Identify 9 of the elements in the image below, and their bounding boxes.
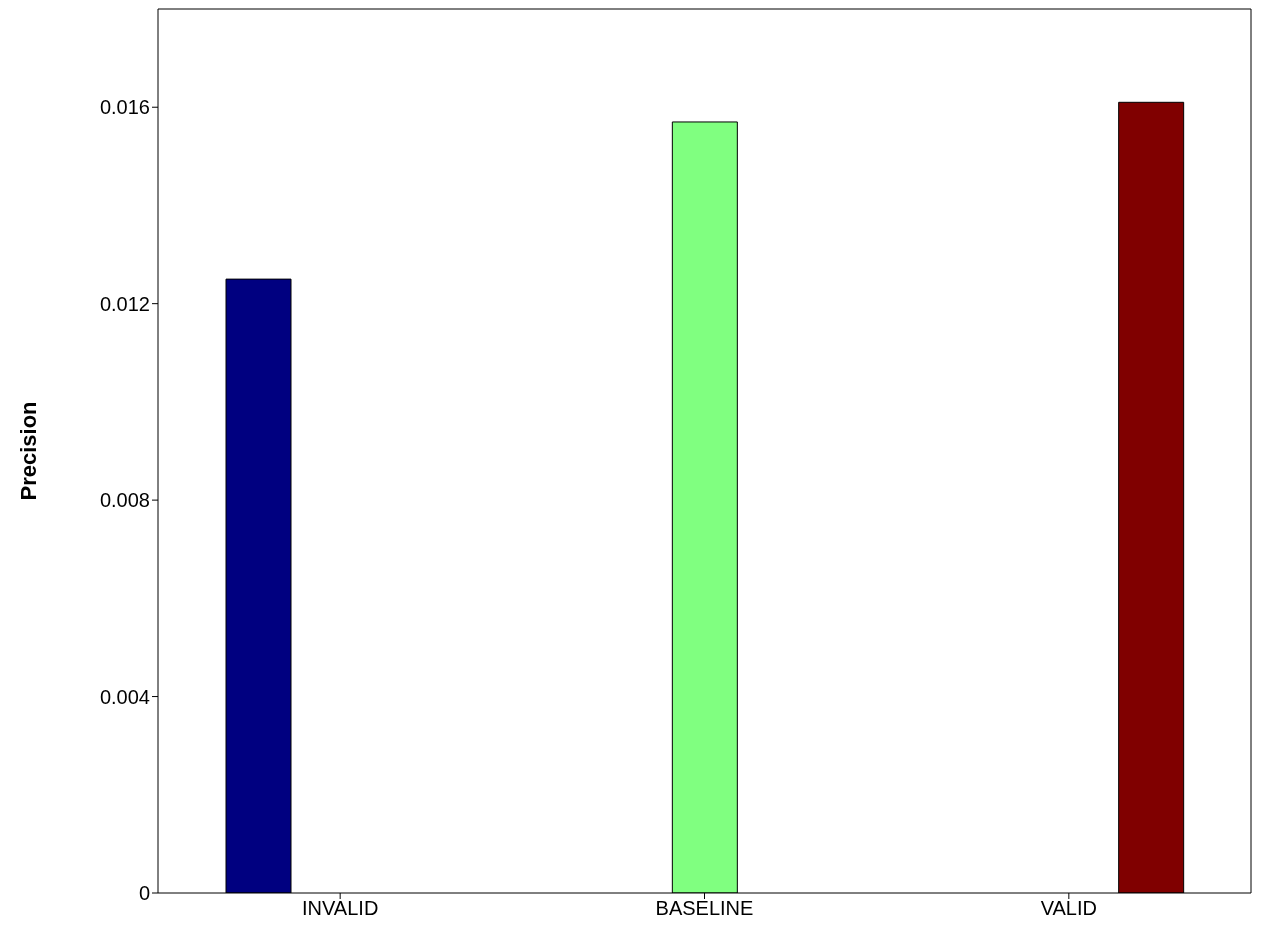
x-tick-label: INVALID [302, 897, 379, 920]
y-axis-title: Precision [15, 401, 41, 501]
x-tick-label: VALID [1040, 897, 1097, 920]
y-tick-label: 0.016 [99, 96, 150, 119]
x-tick-label: BASELINE [655, 897, 754, 920]
y-tick-label: 0.012 [99, 292, 150, 315]
y-tick-label: 0.004 [99, 685, 150, 708]
y-tick-label: 0 [138, 882, 150, 905]
y-tick-label: 0.008 [99, 489, 150, 512]
